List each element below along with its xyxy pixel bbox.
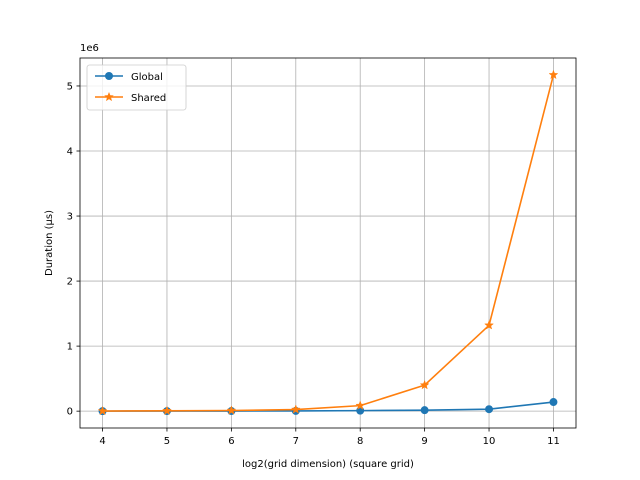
data-point-shared <box>419 379 430 390</box>
data-point-shared <box>226 405 237 415</box>
data-point-global <box>420 406 429 415</box>
x-tick-label: 9 <box>421 436 427 447</box>
legend-marker-global <box>105 72 113 80</box>
legend: Global Shared <box>86 64 187 111</box>
data-point-shared <box>290 404 301 414</box>
series-shared <box>97 69 559 416</box>
x-tick-label: 11 <box>547 436 560 447</box>
y-tick-label: 5 <box>67 81 73 92</box>
y-tick-label: 3 <box>67 212 73 223</box>
data-point-global <box>485 405 494 414</box>
x-tick-label: 8 <box>357 436 363 447</box>
y-tick-label: 2 <box>67 277 73 288</box>
y-axis-label: Duration (µs) <box>44 210 55 276</box>
series-layer <box>97 69 559 416</box>
legend-label-global: Global <box>131 72 163 83</box>
x-tick-label: 4 <box>99 436 105 447</box>
x-tick-label: 10 <box>483 436 496 447</box>
legend-label-shared: Shared <box>131 93 166 104</box>
series-line-shared <box>102 74 555 412</box>
axis-ticks: 4 5 6 7 8 9 10 11 0 1 2 3 4 5 <box>67 81 560 447</box>
data-point-shared <box>97 405 108 416</box>
data-point-global <box>356 406 365 415</box>
x-tick-label: 7 <box>293 436 299 447</box>
data-point-shared <box>548 69 559 80</box>
x-axis-label: log2(grid dimension) (square grid) <box>242 459 414 470</box>
y-axis-offset-label: 1e6 <box>80 43 99 54</box>
y-tick-label: 1 <box>67 342 73 353</box>
data-point-shared <box>162 405 172 416</box>
legend-marker-shared <box>104 91 114 102</box>
x-tick-label: 6 <box>228 436 234 447</box>
plot-frame <box>79 57 577 429</box>
y-tick-label: 0 <box>67 407 73 418</box>
data-point-shared <box>355 400 366 410</box>
x-tick-label: 5 <box>164 436 170 447</box>
data-point-shared <box>484 320 494 330</box>
y-tick-label: 4 <box>67 147 73 158</box>
data-point-global <box>549 398 558 407</box>
